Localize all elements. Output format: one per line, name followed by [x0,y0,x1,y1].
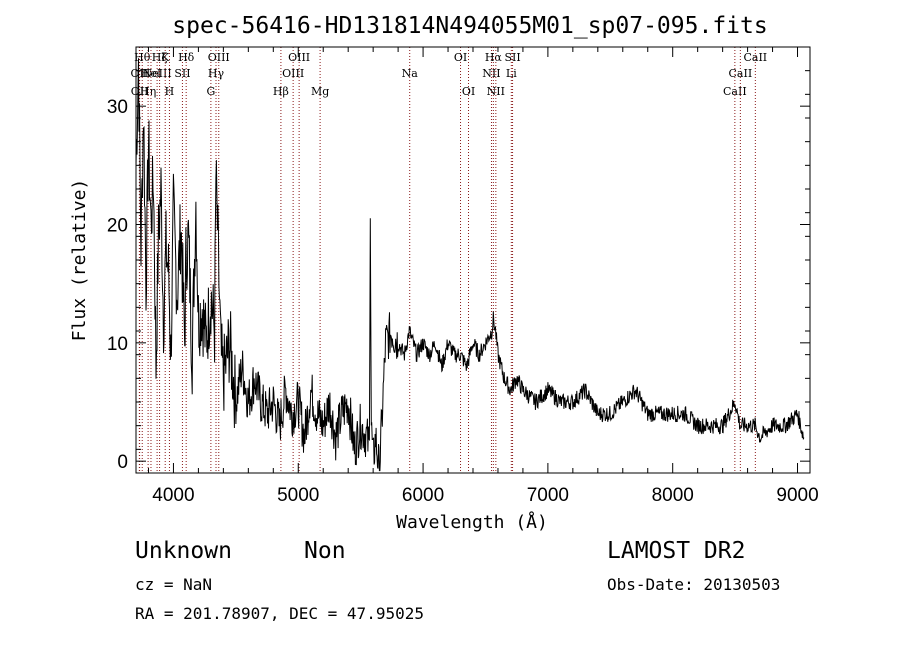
line-marker-label: Hα [485,51,503,64]
y-tick-label: 30 [107,97,128,118]
line-marker-label: NeIII [143,67,172,80]
x-tick-label: 7000 [527,485,569,506]
line-marker-label: CaII [743,51,767,64]
x-tick-label: 9000 [776,485,818,506]
line-marker-label: Hδ [178,51,195,64]
ra-dec: RA = 201.78907, DEC = 47.95025 [135,604,424,623]
line-marker-label: OI [462,85,475,98]
y-tick-label: 20 [107,216,128,237]
spectrum-series [135,58,805,472]
line-marker-label: NII [482,67,500,80]
line-marker-label: OIII [208,51,230,64]
survey-name: LAMOST DR2 [607,538,746,564]
line-marker-label: OII [131,67,149,80]
x-axis-label: Wavelength (Å) [396,511,548,533]
line-marker-label: SII [174,67,190,80]
line-marker-label: OIII [288,51,310,64]
line-marker-label: Hβ [273,85,289,98]
line-marker-label: Li [506,67,517,80]
line-marker-label: NII [487,85,505,98]
x-tick-label: 5000 [277,485,319,506]
x-tick-label: 6000 [402,485,444,506]
line-marker-label: OI [454,51,467,64]
line-marker-label: OIII [282,67,304,80]
line-marker-label: SII [504,51,520,64]
object-subclass: Non [304,538,346,564]
line-marker-label: G [206,85,215,98]
y-tick-label: 10 [107,334,128,355]
object-class: Unknown [135,538,232,564]
y-tick-label: 0 [117,452,128,473]
line-marker-label: K [161,51,170,64]
line-marker-label: OII [131,85,149,98]
line-marker-label: Hγ [208,67,225,80]
y-axis-label: Flux (relative) [69,179,90,342]
line-marker-label: Na [402,67,419,80]
axis-ticks: 4000 5000 6000 7000 8000 9000 0 10 20 30 [107,46,819,506]
line-marker-label: Hζ [152,51,168,64]
chart-title: spec-56416-HD131814N494055M01_sp07-095.f… [172,13,767,39]
line-marker-label: Mg [311,85,329,98]
x-tick-label: 4000 [152,485,194,506]
spectrum-line [135,58,805,472]
line-marker-label: CaII [729,67,753,80]
obs-date: Obs-Date: 20130503 [607,575,781,594]
x-tick-label: 8000 [652,485,694,506]
redshift-cz: cz = NaN [135,575,213,594]
spectral-line-markers: OIIOIIHθHηHeINeIIIHζKHSIIHδGHγOIIIHβOIII… [131,47,767,473]
line-marker-label: CaII [723,85,747,98]
line-marker-label: HeI [141,67,161,80]
line-marker-label: Hη [140,85,156,98]
line-marker-label: H [165,85,175,98]
